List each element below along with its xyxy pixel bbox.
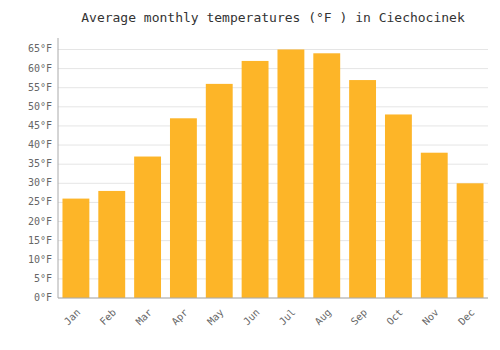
- x-tick-label: Aug: [313, 307, 334, 328]
- bar: [62, 199, 89, 298]
- grid-line: [58, 68, 488, 69]
- grid-line: [58, 87, 488, 88]
- y-tick-label: 15°F: [28, 235, 52, 246]
- x-axis-line: [58, 298, 488, 299]
- x-tick-label: Sep: [349, 307, 370, 328]
- y-tick-label: 30°F: [28, 177, 52, 188]
- grid-line: [58, 298, 488, 299]
- bar: [170, 118, 197, 298]
- y-tick-label: 25°F: [28, 196, 52, 207]
- y-tick-label: 45°F: [28, 120, 52, 131]
- chart-title: Average monthly temperatures (°F ) in Ci…: [81, 10, 465, 25]
- x-tick-label: Jan: [62, 307, 83, 328]
- x-tick-label: Feb: [98, 307, 119, 328]
- chart-svg: 0°F 5°F 10°F 15°F 20°F 25°F 30°F 35°F 40°F 45°F 50…: [0, 0, 500, 350]
- x-tick-label: Mar: [134, 307, 155, 328]
- bar: [313, 53, 340, 298]
- y-axis-line: [58, 38, 59, 298]
- y-tick-labels: 0°F 5°F 10°F 15°F 20°F 25°F 30°F 35°F 40°F 45°F 50…: [28, 43, 52, 303]
- x-tick-label: Jun: [241, 307, 262, 328]
- y-tick-label: 50°F: [28, 101, 52, 112]
- bar: [457, 183, 484, 298]
- x-tick-label: Oct: [384, 307, 405, 328]
- x-tick-label: May: [205, 307, 226, 328]
- bar: [421, 153, 448, 298]
- y-tick-label: 60°F: [28, 63, 52, 74]
- y-tick-label: 5°F: [34, 273, 52, 284]
- chart-container: 0°F 5°F 10°F 15°F 20°F 25°F 30°F 35°F 40°F 45°F 50…: [0, 0, 500, 350]
- bar: [349, 80, 376, 298]
- y-tick-label: 35°F: [28, 158, 52, 169]
- x-tick-label: Nov: [420, 307, 441, 328]
- bar: [277, 49, 304, 298]
- y-tick-label: 55°F: [28, 82, 52, 93]
- grid-line: [58, 125, 488, 126]
- bar: [206, 84, 233, 298]
- bars: [62, 49, 483, 298]
- y-grid: [58, 49, 488, 298]
- bar: [242, 61, 269, 298]
- grid-line: [58, 145, 488, 146]
- bar: [134, 157, 161, 298]
- x-tick-label: Jul: [277, 307, 298, 328]
- grid-line: [58, 106, 488, 107]
- x-tick-labels: Jan Feb Mar Apr May Jun Jul Aug Sep Oct Nov Dec: [62, 307, 477, 328]
- y-tick-label: 10°F: [28, 254, 52, 265]
- y-tick-label: 0°F: [34, 292, 52, 303]
- y-tick-label: 20°F: [28, 216, 52, 227]
- x-tick-label: Dec: [456, 307, 477, 328]
- x-tick-label: Apr: [169, 307, 190, 328]
- bar: [98, 191, 125, 298]
- y-tick-label: 65°F: [28, 43, 52, 54]
- y-tick-label: 40°F: [28, 139, 52, 150]
- bar: [385, 114, 412, 298]
- grid-line: [58, 49, 488, 50]
